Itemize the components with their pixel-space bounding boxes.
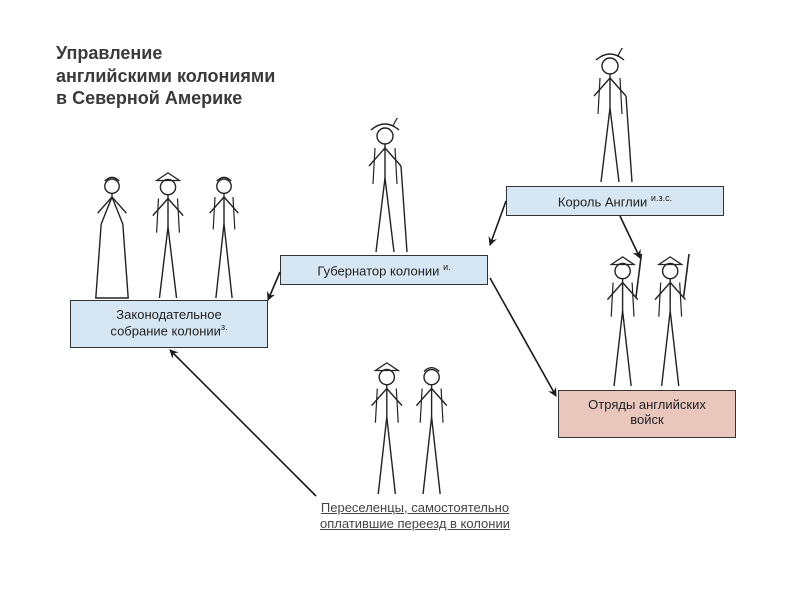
troops-figure	[558, 254, 728, 390]
settlers-figure	[326, 360, 486, 498]
settlers-label-2: оплатившие переезд в колонии	[320, 516, 510, 531]
governor-sup: и.	[443, 262, 451, 272]
troops-box: Отряды английских войск	[558, 390, 736, 438]
assembly-sup: з.	[221, 322, 228, 332]
diagram-canvas: Управлениеанглийскими колониямив Северно…	[0, 0, 800, 600]
assembly-label-2: собрание колонии	[110, 323, 221, 338]
settlers-caption: Переселенцы, самостоятельно оплатившие п…	[280, 500, 550, 531]
king-box: Король Англии и.з.с.	[506, 186, 724, 216]
assembly-figure	[68, 170, 268, 302]
governor-figure	[320, 118, 450, 256]
assembly-box: Законодательное собрание колонииз.	[70, 300, 268, 348]
governor-label: Губернатор колонии	[317, 263, 439, 278]
diagram-title: Управлениеанглийскими колониямив Северно…	[56, 42, 275, 110]
king-sup: и.з.с.	[651, 193, 672, 203]
settlers-label-1: Переселенцы, самостоятельно	[321, 500, 509, 515]
troops-label-2: войск	[630, 412, 663, 427]
assembly-label-1: Законодательное	[116, 307, 221, 322]
troops-label-1: Отряды английских	[588, 397, 706, 412]
governor-box: Губернатор колонии и.	[280, 255, 488, 285]
king-label: Король Англии	[558, 194, 647, 209]
king-figure	[540, 48, 680, 186]
